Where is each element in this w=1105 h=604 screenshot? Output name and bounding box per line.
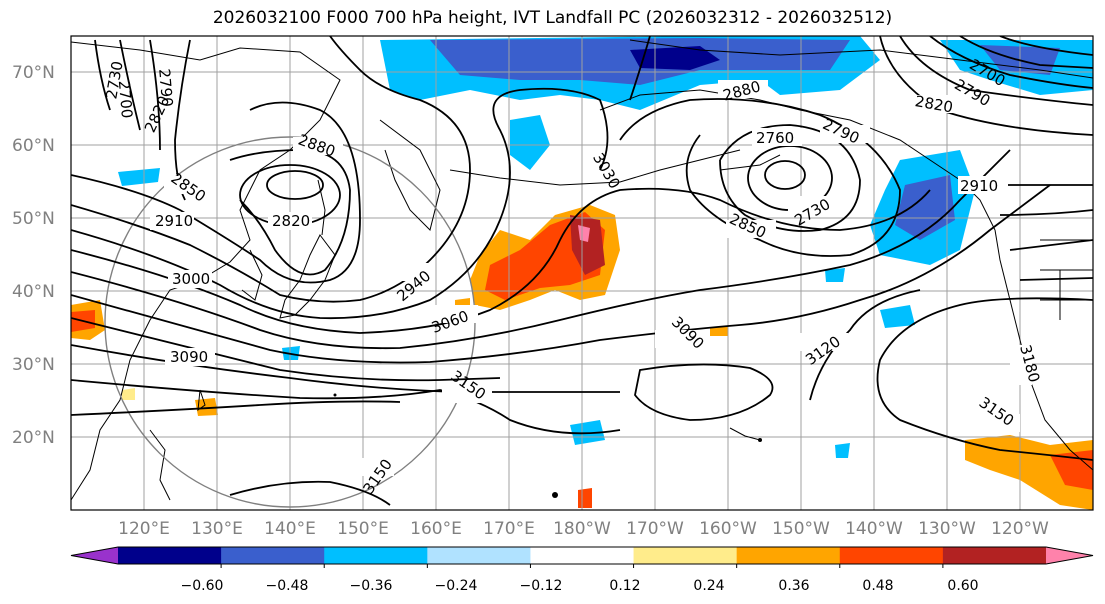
contour-label: 3090 [170,348,208,366]
warm-patch-small5 [122,388,135,400]
lat-label: 70°N [12,63,55,83]
state-borders [1040,239,1093,320]
lon-label: 160°E [410,519,462,539]
lon-label: 140°W [845,519,903,539]
colorbar-segment [633,547,738,564]
height-contours [71,36,1093,506]
colorbar-tick-label: 0.36 [778,578,809,594]
coast-philippines [149,429,171,501]
coast-aleutians [449,149,741,186]
colorbar-tick-label: −0.24 [435,578,478,594]
colorbar-segment [324,547,428,564]
colorbar-tick-label: −0.48 [266,578,309,594]
coast-asia [71,41,341,501]
ivt-negative-shading [118,36,1093,458]
lon-label: 150°W [772,519,830,539]
gridlines [71,36,1093,510]
coast-alaska-peninsula [719,154,781,171]
lon-label: 150°E [337,519,389,539]
contour-label: 2820 [272,212,310,230]
coast-taiwan [197,389,206,412]
lon-label: 120°W [991,519,1049,539]
coast-kamchatka [379,119,441,231]
contour-label: 2910 [155,212,193,230]
contour-label: 2700 [115,80,136,120]
map-title: 2026032100 F000 700 hPa height, IVT Land… [212,8,893,28]
warm-patch-small3 [578,488,592,508]
lon-label: 130°W [918,519,976,539]
lat-label: 30°N [12,355,55,375]
island-markers [333,393,762,498]
lat-label: 20°N [12,428,55,448]
colorbar-tick-labels: −0.60 −0.48 −0.36 −0.24 −0.12 0.12 0.24 … [181,578,979,594]
blue-patch-north-darkest [630,46,720,70]
warm-patch-dateline-max [578,225,590,242]
map-frame [70,35,1094,511]
contour-label: 2760 [756,129,794,147]
coast-korea [241,249,263,301]
lon-label: 160°W [699,519,757,539]
blue-patch-small4 [835,443,850,458]
colorbar-outline [70,546,1094,565]
lon-label: 170°E [483,519,535,539]
colorbar-segment [118,547,222,564]
colorbar-extend-high [1046,547,1093,564]
colorbar-extend-low [71,547,118,564]
longitude-labels: 120°E 130°E 140°E 150°E 160°E 170°E 180°… [118,519,1049,539]
blue-patch-small3 [282,346,300,360]
colorbar-tick-label: −0.60 [181,578,224,594]
colorbar-segment [530,547,635,564]
colorbar [70,546,1094,568]
lat-label: 40°N [12,282,55,302]
coast-arctic [629,39,1093,79]
colorbar-tick-label: −0.12 [520,578,563,594]
blue-patch-small1 [118,168,160,186]
warm-patch-small2 [710,326,728,336]
colorbar-tick-label: 0.60 [947,578,978,594]
colorbar-segment [736,547,841,564]
lat-label: 50°N [12,209,55,229]
colorbar-tick-label: −0.36 [350,578,393,594]
colorbar-tick-label: 0.12 [609,578,640,594]
colorbar-tick-label: 0.24 [693,578,724,594]
blue-patch-alaska-core [895,175,955,240]
warm-patch-small1 [195,398,218,416]
colorbar-tick-label: 0.48 [862,578,893,594]
contour-label: 2910 [960,177,998,195]
lon-label: 170°W [626,519,684,539]
lon-label: 120°E [118,519,170,539]
contour-label: 2790 [155,68,176,108]
blue-patch-gulf [880,305,915,328]
colorbar-segment [221,547,325,564]
coast-hawaii [729,427,761,441]
lon-label: 180°W [553,519,611,539]
colorbar-segment [942,547,1047,564]
colorbar-segment [427,547,531,564]
latitude-labels: 70°N 60°N 50°N 40°N 30°N 20°N [12,63,55,448]
blue-patch-midpacific [510,115,550,170]
lat-label: 60°N [12,136,55,156]
lon-label: 140°E [264,519,316,539]
lon-label: 130°E [191,519,243,539]
coast-japan [279,234,336,319]
blue-patch-small5 [825,268,845,282]
contour-label: 3000 [172,270,210,288]
colorbar-segment [839,547,944,564]
